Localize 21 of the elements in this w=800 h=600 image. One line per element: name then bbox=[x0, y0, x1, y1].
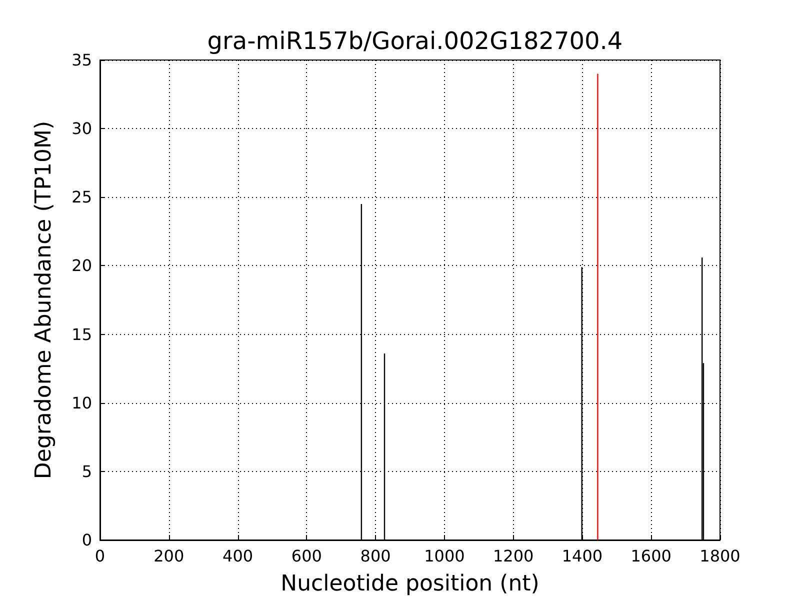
x-tick-label: 800 bbox=[360, 546, 391, 566]
y-tick-label: 5 bbox=[82, 462, 92, 481]
x-tick-label: 1400 bbox=[562, 546, 603, 566]
y-axis-title: Degradome Abundance (TP10M) bbox=[32, 120, 56, 480]
y-tick-label: 25 bbox=[72, 188, 92, 207]
x-tick-label: 1600 bbox=[630, 546, 672, 566]
x-tick-label: 400 bbox=[222, 546, 254, 566]
x-tick-label: 200 bbox=[154, 546, 184, 566]
y-tick-label: 15 bbox=[72, 324, 92, 344]
x-tick-label: 1200 bbox=[492, 546, 534, 566]
x-tick-label: 600 bbox=[291, 546, 322, 566]
y-tick-label: 35 bbox=[72, 50, 92, 70]
y-tick-label: 20 bbox=[72, 256, 92, 276]
chart-title: gra-miR157b/Gorai.002G182700.4 bbox=[207, 27, 623, 55]
x-axis-title: Nucleotide position (nt) bbox=[280, 572, 540, 596]
y-tick-label: 10 bbox=[72, 393, 92, 412]
x-tick-label: 0 bbox=[94, 546, 106, 566]
x-tick-label: 1800 bbox=[700, 546, 740, 566]
x-tick-label: 1000 bbox=[424, 546, 465, 566]
y-tick-label: 30 bbox=[72, 119, 92, 138]
y-tick-label: 0 bbox=[82, 530, 92, 550]
